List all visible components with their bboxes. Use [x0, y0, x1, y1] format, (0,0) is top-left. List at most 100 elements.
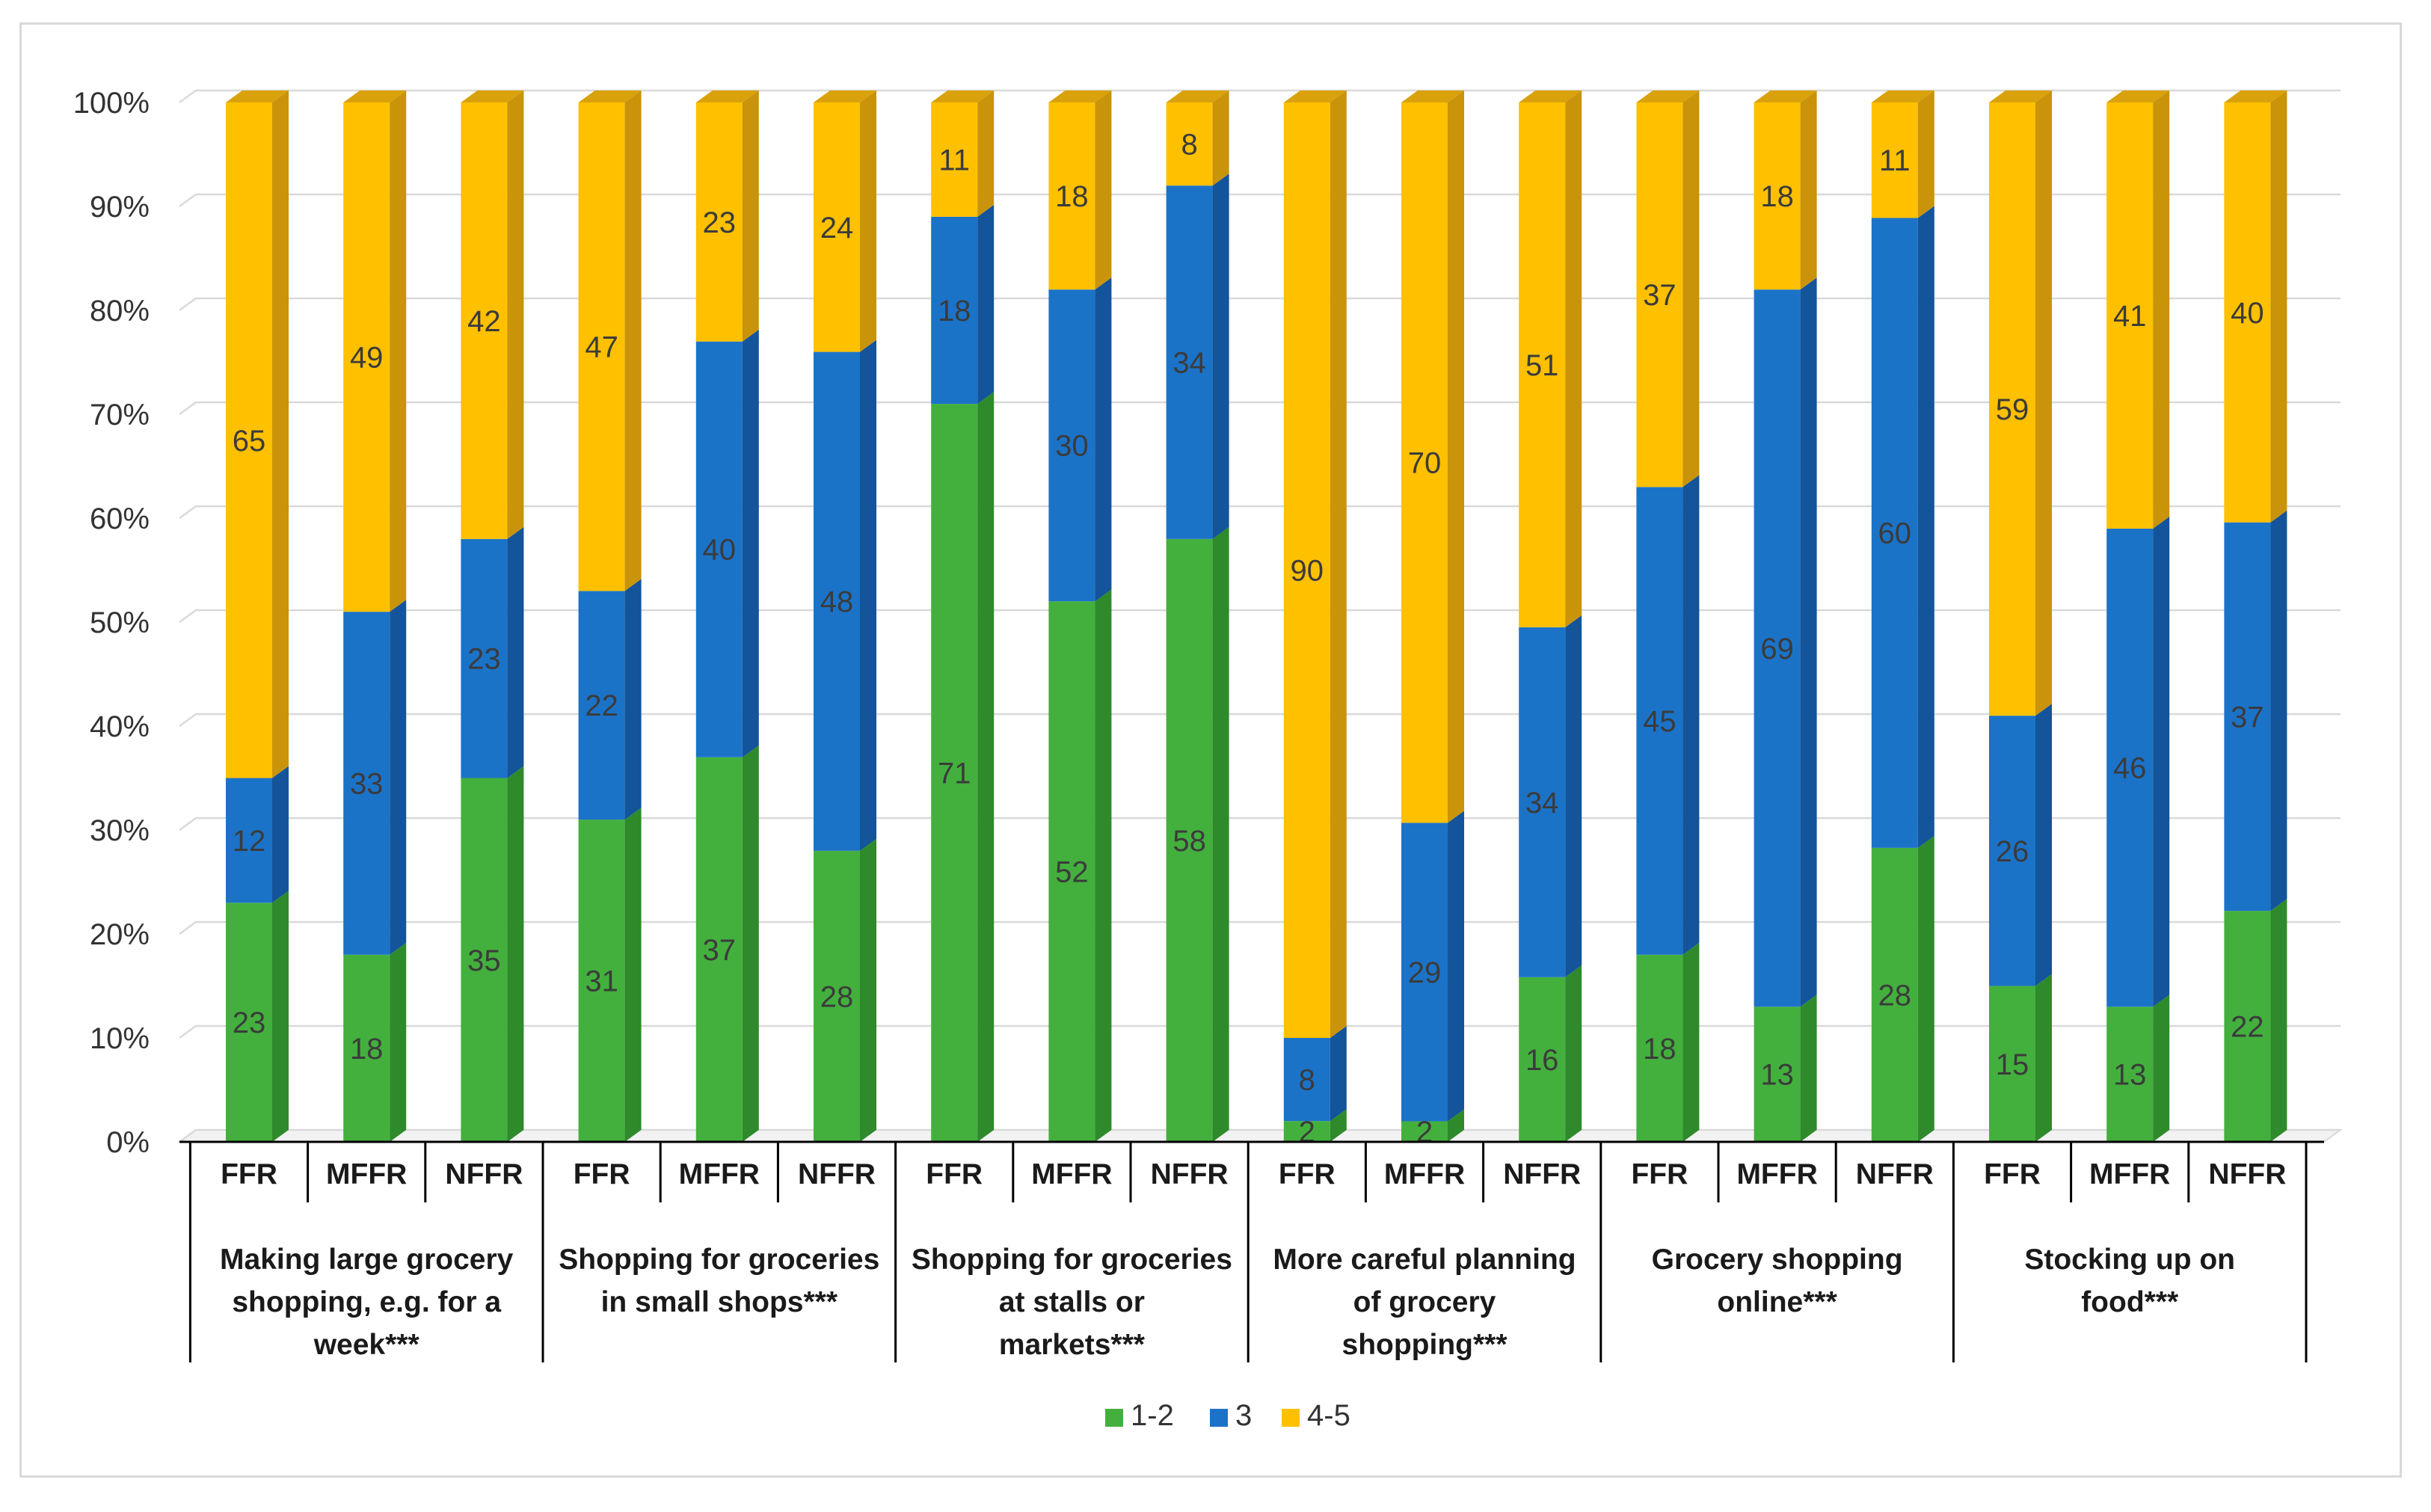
- data-label: 60: [1878, 517, 1912, 550]
- bar-front: [1283, 1121, 1330, 1142]
- bar-segment: [1166, 526, 1229, 1142]
- bar-segment: [1166, 90, 1229, 186]
- data-label: 15: [1996, 1048, 2029, 1081]
- bar-side: [1330, 90, 1347, 1038]
- bar-front: [1401, 823, 1448, 1122]
- data-label: 33: [350, 767, 384, 800]
- bar-side: [1212, 526, 1229, 1142]
- bar-front: [814, 850, 860, 1142]
- bar-side: [1917, 835, 1934, 1142]
- group-label: markets***: [999, 1329, 1146, 1361]
- category-label: NFFR: [1856, 1158, 1934, 1190]
- legend-swatch: [1282, 1409, 1300, 1427]
- bar-front: [1166, 185, 1213, 539]
- bar-segment: [695, 329, 759, 757]
- bar-segment: [226, 90, 289, 778]
- bar-segment: [1636, 90, 1700, 488]
- bar-front: [695, 757, 743, 1142]
- bar-side: [1448, 1109, 1464, 1142]
- y-tick-label: 40%: [90, 710, 150, 743]
- data-label: 34: [1525, 787, 1559, 820]
- group-label: shopping, e.g. for a: [232, 1286, 501, 1318]
- bar-top: [226, 90, 289, 102]
- category-label: FFR: [1984, 1158, 2041, 1190]
- data-label: 23: [703, 206, 737, 239]
- bar-front: [1283, 1038, 1330, 1122]
- data-label: 2: [1299, 1116, 1315, 1149]
- bar-side: [507, 90, 524, 539]
- bar-front: [814, 102, 860, 352]
- bar-front: [2224, 522, 2271, 912]
- data-label: 46: [2113, 752, 2147, 785]
- bar-top: [2106, 90, 2170, 102]
- legend-item: 4-5: [1282, 1399, 1350, 1432]
- category-label: FFR: [221, 1158, 277, 1190]
- bar-segment: [1754, 277, 1817, 1007]
- data-label: 18: [938, 295, 971, 328]
- y-tick-label: 50%: [90, 606, 150, 639]
- bar-front: [1636, 487, 1683, 955]
- legend-swatch: [1105, 1409, 1123, 1427]
- legend-label: 1-2: [1131, 1399, 1174, 1432]
- bar-front: [226, 102, 272, 778]
- y-tick-label: 10%: [90, 1022, 150, 1055]
- bar-segment: [461, 90, 524, 539]
- bar-side: [977, 204, 995, 405]
- data-label: 13: [2113, 1059, 2147, 1092]
- y-tick-label: 70%: [90, 399, 150, 431]
- bar-segment: [226, 891, 289, 1142]
- bar-front: [1989, 716, 2035, 986]
- legend-label: 4-5: [1307, 1399, 1350, 1432]
- data-label: 8: [1181, 129, 1197, 162]
- bar-front: [1636, 102, 1683, 488]
- category-label: MFFR: [2089, 1158, 2170, 1190]
- bar-segment: [2106, 516, 2170, 1007]
- bar-segment: [1283, 1109, 1347, 1142]
- bar-side: [1565, 90, 1582, 627]
- data-label: 59: [1996, 393, 2029, 426]
- gridline: [179, 713, 2341, 728]
- bar-front: [1871, 847, 1918, 1142]
- bar-segment: [2224, 90, 2287, 523]
- bar-front: [1636, 954, 1683, 1142]
- bar-segment: [1401, 90, 1464, 823]
- bar-segment: [1754, 90, 1817, 290]
- data-label: 34: [1173, 347, 1206, 380]
- bar-top: [1519, 90, 1582, 102]
- bar-front: [578, 591, 625, 820]
- bar-side: [1917, 90, 1934, 218]
- data-label: 22: [585, 689, 618, 722]
- bar-side: [624, 579, 642, 820]
- legend-item: 3: [1210, 1399, 1252, 1432]
- bar-front: [2224, 102, 2271, 523]
- data-label: 11: [1879, 144, 1911, 177]
- data-label: 35: [467, 944, 501, 977]
- legend-label: 3: [1235, 1399, 1252, 1432]
- bar-side: [2270, 899, 2287, 1142]
- bar-segment: [1636, 475, 1700, 955]
- bar-segment: [2224, 899, 2287, 1142]
- bar-segment: [578, 579, 642, 820]
- bar-front: [461, 538, 508, 778]
- bar-segment: [2106, 90, 2170, 529]
- bar-top: [343, 90, 407, 102]
- bar-front: [1519, 627, 1566, 977]
- gridline: [179, 609, 2341, 624]
- data-label: 23: [233, 1007, 266, 1039]
- data-label: 51: [1525, 349, 1559, 382]
- bar-front: [931, 102, 978, 217]
- data-label: 49: [350, 342, 384, 375]
- y-tick-label: 20%: [90, 918, 150, 951]
- y-tick-label: 80%: [90, 295, 150, 328]
- bar-side: [2153, 516, 2170, 1007]
- data-label: 65: [233, 425, 266, 458]
- bar-front: [343, 954, 390, 1142]
- data-label: 40: [2231, 297, 2264, 330]
- data-label: 11: [938, 144, 970, 176]
- bar-front: [1989, 102, 2035, 716]
- bar-front: [461, 102, 508, 539]
- bar-front: [1048, 601, 1095, 1142]
- data-label: 41: [2113, 300, 2147, 333]
- data-label: 48: [820, 586, 854, 618]
- bar-front: [1166, 538, 1213, 1142]
